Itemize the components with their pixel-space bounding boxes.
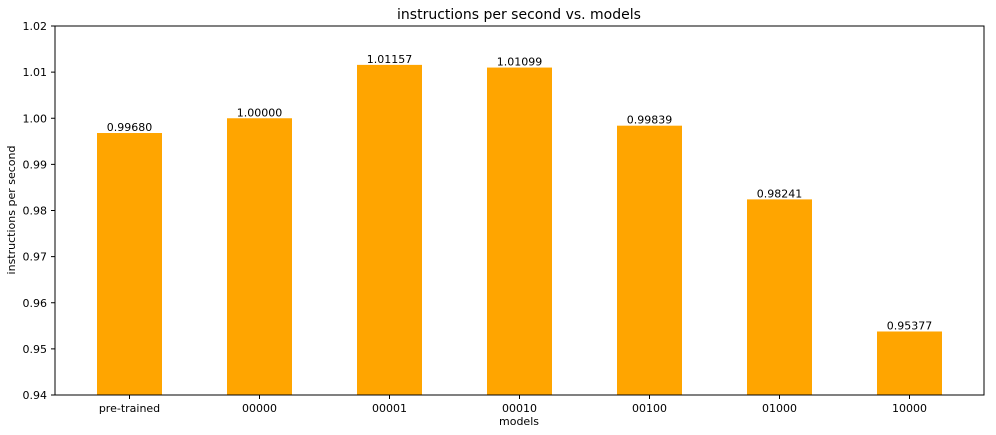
x-axis-label: models (499, 415, 539, 428)
x-tick-label: 10000 (892, 402, 927, 415)
y-tick-label: 0.99 (23, 158, 48, 171)
data-label: 0.99839 (627, 114, 673, 127)
y-tick-label: 0.98 (23, 205, 48, 218)
bar (747, 199, 812, 395)
bar (227, 118, 292, 395)
y-tick-label: 0.94 (23, 389, 48, 402)
bar (357, 64, 422, 396)
y-tick-label: 1.01 (23, 66, 48, 79)
bar (97, 133, 162, 395)
plot-area: 0.94 0.95 0.96 0.97 0.98 0.99 1.00 1.01 1.02 0.99… (23, 20, 942, 415)
data-label: 0.95377 (887, 319, 933, 332)
x-tick-label: 00000 (242, 402, 277, 415)
x-tick-label: 00001 (372, 402, 407, 415)
y-tick-label: 0.96 (23, 297, 48, 310)
y-tick-label: 1.02 (23, 20, 48, 33)
chart-title: instructions per second vs. models (397, 7, 641, 23)
y-axis-label: instructions per second (5, 146, 18, 275)
data-label: 0.99680 (107, 121, 153, 134)
data-label: 1.00000 (237, 106, 283, 119)
x-tick-label: 01000 (762, 402, 797, 415)
plot-frame (54, 25, 985, 396)
bar (877, 331, 942, 395)
y-tick-label: 0.95 (23, 343, 48, 356)
y-tick-label: 0.97 (23, 251, 48, 264)
x-tick-label: pre-trained (99, 402, 160, 415)
data-label: 1.01099 (497, 56, 543, 69)
data-label: 0.98241 (757, 187, 803, 200)
data-label: 1.01157 (367, 53, 413, 66)
x-tick-label: 00010 (502, 402, 537, 415)
x-tick-label: 00100 (632, 402, 667, 415)
bar (617, 125, 682, 396)
bar (487, 67, 552, 395)
y-tick-label: 1.00 (23, 112, 48, 125)
